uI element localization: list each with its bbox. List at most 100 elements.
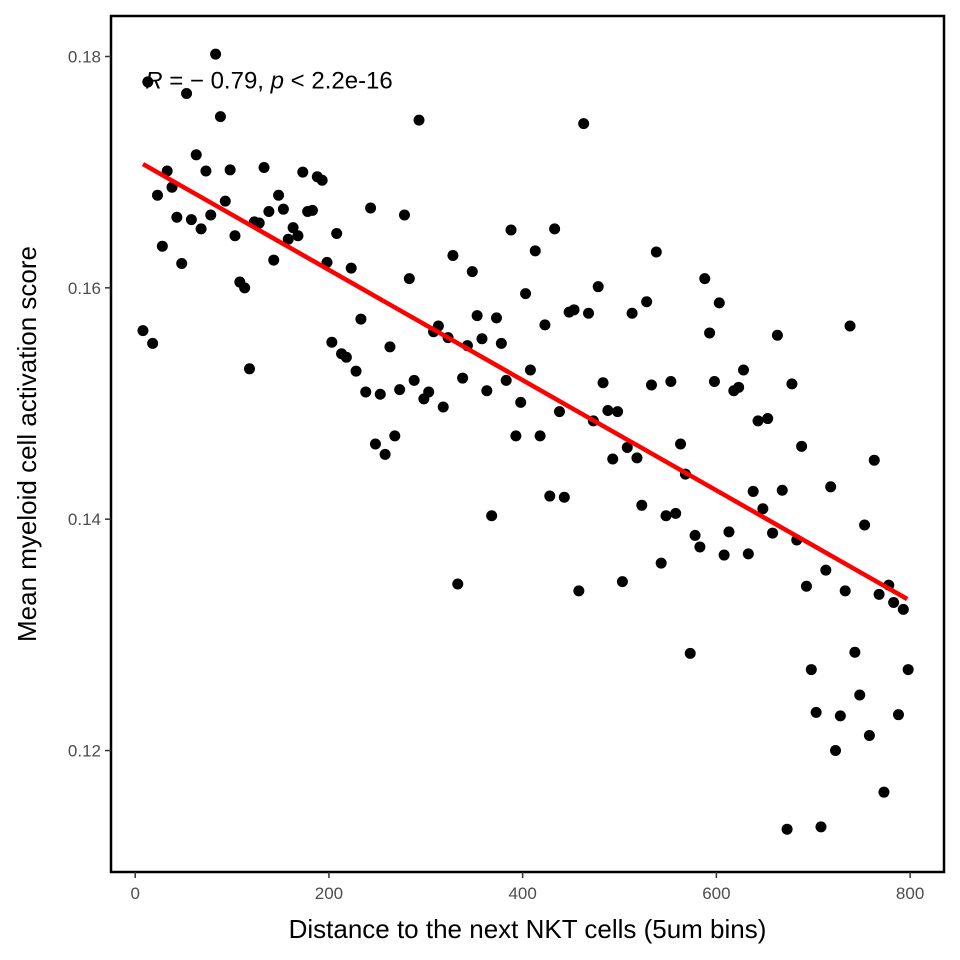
data-point — [689, 529, 701, 541]
x-tick-label: 200 — [315, 884, 343, 903]
data-point — [825, 481, 837, 493]
data-point — [781, 823, 793, 835]
data-point — [408, 374, 420, 386]
data-point — [902, 664, 914, 676]
data-point — [447, 249, 459, 261]
data-point — [495, 337, 507, 349]
data-point — [219, 195, 231, 207]
data-point — [854, 689, 866, 701]
data-point — [171, 211, 183, 223]
data-point — [350, 365, 362, 377]
data-point — [524, 364, 536, 376]
data-point — [457, 372, 469, 384]
data-point — [263, 205, 275, 217]
data-point — [796, 440, 808, 452]
data-point — [520, 288, 532, 300]
data-point — [151, 189, 163, 201]
data-point — [747, 485, 759, 497]
r-symbol: R — [145, 68, 162, 95]
data-point — [631, 452, 643, 464]
data-point — [282, 233, 294, 245]
data-point — [742, 548, 754, 560]
data-point — [181, 88, 193, 100]
data-point — [670, 507, 682, 519]
data-point — [863, 730, 875, 742]
data-point — [665, 376, 677, 388]
data-point — [147, 337, 159, 349]
data-point — [786, 378, 798, 390]
data-point — [612, 406, 624, 418]
x-tick-label: 400 — [508, 884, 536, 903]
data-point — [316, 174, 328, 186]
data-point — [834, 710, 846, 722]
data-points — [137, 48, 914, 835]
data-point — [142, 76, 154, 88]
data-point — [413, 114, 425, 126]
data-point — [737, 364, 749, 376]
data-point — [253, 217, 265, 229]
data-point — [277, 203, 289, 215]
data-point — [510, 430, 522, 442]
data-point — [776, 484, 788, 496]
data-point — [486, 510, 498, 522]
correlation-annotation: R = − 0.79, p < 2.2e-16 — [145, 68, 393, 95]
data-point — [553, 406, 565, 418]
plot-panel — [109, 14, 946, 874]
data-point — [597, 377, 609, 389]
data-point — [888, 596, 900, 608]
data-point — [287, 222, 299, 234]
y-tick-label: 0.12 — [68, 742, 101, 761]
data-point — [471, 310, 483, 322]
data-point — [190, 149, 202, 161]
data-point — [384, 341, 396, 353]
data-point — [733, 381, 745, 393]
y-axis-title: Mean myeloid cell activation score — [12, 246, 42, 642]
data-point — [621, 441, 633, 453]
data-point — [534, 430, 546, 442]
data-point — [273, 189, 285, 201]
x-tick-label: 600 — [702, 884, 730, 903]
data-point — [549, 223, 561, 235]
p-symbol: p — [270, 68, 284, 95]
data-point — [500, 374, 512, 386]
r-value: = − 0.79, — [163, 68, 271, 95]
data-point — [176, 258, 188, 270]
data-point — [699, 273, 711, 285]
data-point — [878, 786, 890, 798]
data-point — [830, 745, 842, 757]
data-point — [491, 312, 503, 324]
data-point — [515, 396, 527, 408]
data-point — [660, 510, 672, 522]
data-point — [529, 245, 541, 257]
data-point — [466, 266, 478, 278]
data-point — [810, 706, 822, 718]
data-point — [771, 329, 783, 341]
data-point — [229, 230, 241, 242]
data-point — [873, 588, 885, 600]
data-point — [258, 162, 270, 174]
data-point — [452, 578, 464, 590]
x-tick-label: 800 — [896, 884, 924, 903]
data-point — [306, 204, 318, 216]
data-point — [839, 585, 851, 597]
data-point — [374, 388, 386, 400]
data-point — [389, 430, 401, 442]
data-point — [423, 386, 435, 398]
data-point — [718, 549, 730, 561]
data-point — [476, 333, 488, 345]
data-point — [544, 490, 556, 502]
x-axis: 0 200 400 600 800 — [130, 872, 924, 903]
data-point — [398, 209, 410, 221]
data-point — [185, 214, 197, 226]
data-point — [815, 821, 827, 833]
data-point — [636, 499, 648, 511]
data-point — [757, 503, 769, 515]
data-point — [694, 541, 706, 553]
data-point — [675, 438, 687, 450]
data-point — [708, 376, 720, 388]
data-point — [394, 384, 406, 396]
data-point — [602, 404, 614, 416]
data-point — [762, 413, 774, 425]
data-point — [704, 327, 716, 339]
